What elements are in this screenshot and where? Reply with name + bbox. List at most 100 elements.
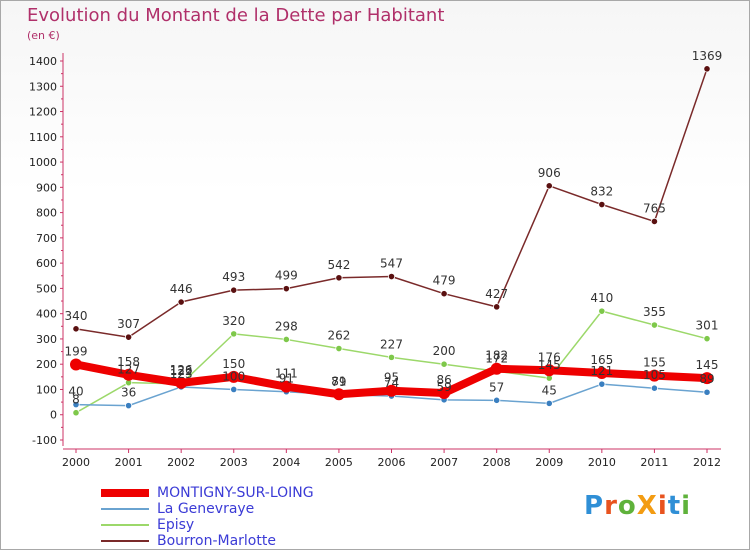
y-tick-label: 1300 [29, 80, 57, 93]
data-point [440, 290, 448, 298]
data-label: 89 [699, 372, 714, 386]
data-point [282, 285, 290, 293]
legend-label: Episy [157, 517, 195, 533]
logo-letter: i [657, 491, 668, 521]
data-label: 499 [275, 269, 298, 283]
y-tick-label: 800 [36, 207, 57, 220]
data-label: 81 [331, 374, 346, 388]
y-tick-label: 300 [36, 333, 57, 346]
data-point [493, 303, 501, 311]
data-label: 127 [117, 363, 140, 377]
data-point [545, 182, 553, 190]
data-point [598, 307, 606, 315]
data-point [543, 364, 556, 377]
data-point [703, 335, 711, 343]
data-point [230, 330, 238, 338]
data-label: 86 [436, 373, 451, 387]
data-label: 158 [117, 355, 140, 369]
data-point [438, 387, 451, 400]
data-point [227, 370, 240, 383]
y-tick-label: 1200 [29, 106, 57, 119]
legend-item: La Genevraye [101, 501, 314, 517]
data-point [595, 367, 608, 380]
y-tick-label: 0 [50, 409, 57, 422]
data-label: 95 [384, 371, 399, 385]
line-chart: -100 0 100 200 300 400 500 600 700 800 900 1000 1100… [29, 49, 722, 469]
y-tick-label: 200 [36, 358, 57, 371]
data-point [332, 388, 345, 401]
data-point [72, 409, 80, 417]
data-label: 40 [68, 385, 83, 399]
x-tick-label: 2001 [115, 456, 143, 469]
data-label: 122 [170, 364, 193, 378]
data-label: 199 [65, 344, 88, 358]
data-label: 59 [436, 380, 451, 394]
data-label: 150 [222, 357, 245, 371]
data-point [124, 333, 133, 341]
data-label: 906 [538, 166, 561, 180]
data-label: 227 [380, 337, 403, 351]
data-point [598, 200, 606, 209]
proxiti-logo: ProXiti [584, 491, 691, 521]
chart-title: Evolution du Montant de la Dette par Hab… [27, 5, 445, 26]
data-point [648, 369, 661, 382]
x-tick-label: 2002 [167, 456, 195, 469]
chart-subtitle: (en €) [27, 29, 60, 42]
x-tick-label: 2007 [430, 456, 458, 469]
x-tick-label: 2000 [62, 456, 90, 469]
logo-letter: r [604, 491, 618, 521]
x-tick-label: 2008 [483, 456, 511, 469]
legend-swatch [101, 524, 149, 526]
data-label: 479 [433, 274, 456, 288]
y-tick-label: -100 [32, 434, 57, 447]
data-label: 165 [590, 353, 613, 367]
data-label: 765 [643, 201, 666, 215]
data-point [122, 368, 135, 381]
data-label: 262 [327, 329, 350, 343]
data-point [440, 360, 448, 368]
data-point [703, 388, 711, 396]
data-point [175, 376, 188, 389]
data-label: 100 [222, 369, 245, 383]
logo-letter: o [617, 491, 637, 521]
logo-letter: t [667, 491, 682, 521]
chart-legend: MONTIGNY-SUR-LOING La Genevraye Episy Bourr… [101, 485, 314, 549]
legend-label: MONTIGNY-SUR-LOING [157, 485, 314, 501]
data-point [282, 335, 290, 344]
x-tick-label: 2009 [535, 456, 563, 469]
y-tick-label: 400 [36, 308, 57, 321]
data-label: 8 [72, 393, 80, 407]
legend-swatch [101, 508, 149, 510]
x-tick-label: 2012 [693, 456, 721, 469]
data-point [72, 401, 80, 409]
legend-swatch [101, 540, 149, 542]
x-tick-label: 2006 [378, 456, 406, 469]
logo-letter: i [681, 491, 692, 521]
data-label: 200 [433, 344, 456, 358]
data-label: 145 [538, 358, 561, 372]
data-point [701, 372, 713, 385]
x-tick-label: 2004 [272, 456, 300, 469]
y-tick-label: 700 [36, 232, 57, 245]
data-label: 427 [485, 287, 508, 301]
x-tick-label: 2010 [588, 456, 616, 469]
legend-label: Bourron-Marlotte [157, 533, 276, 549]
data-label: 410 [590, 291, 613, 305]
data-label: 105 [643, 368, 666, 382]
data-label: 145 [696, 358, 719, 372]
y-tick-label: 1100 [29, 131, 57, 144]
data-point [650, 384, 659, 392]
data-point [230, 286, 238, 294]
data-point [598, 380, 606, 388]
data-label: 79 [331, 375, 346, 389]
data-label: 172 [485, 351, 508, 365]
data-label: 126 [170, 363, 193, 377]
data-label: 340 [65, 309, 88, 323]
data-label: 57 [489, 380, 504, 394]
legend-item: Episy [101, 517, 314, 533]
data-point [177, 298, 185, 306]
data-point [545, 399, 553, 407]
y-tick-label: 500 [36, 282, 57, 295]
data-point [650, 217, 659, 226]
